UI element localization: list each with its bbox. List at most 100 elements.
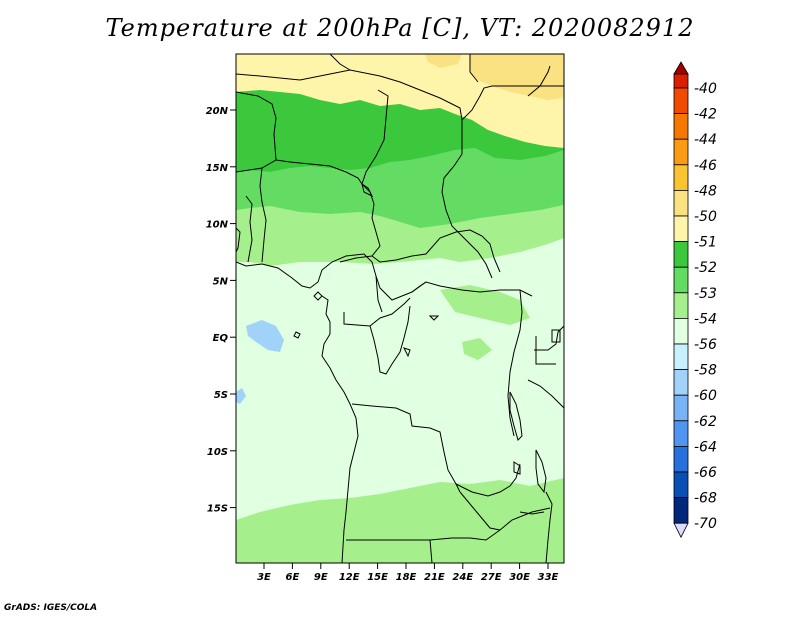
colorbar-swatch: [673, 87, 689, 115]
lat-tick-label: 10N: [206, 220, 229, 231]
lon-tick-label: 27E: [481, 572, 502, 583]
colorbar-label: -66: [694, 465, 717, 481]
band-minus48-patch: [425, 54, 462, 68]
coastline-ghana: [236, 227, 241, 253]
colorbar-swatch: [673, 241, 689, 268]
map-title: Temperature at 200hPa [C], VT: 202008291…: [105, 14, 695, 42]
lon-tick-label: 9E: [314, 572, 328, 583]
longitude-axis: 3E 6E 9E 12E 15E 18E 21E 24E 27E 30E 33E: [257, 563, 559, 583]
colorbar-label: -51: [694, 235, 717, 251]
border-egypt-sudan: [461, 85, 564, 121]
colorbar-label: -70: [694, 516, 717, 532]
band-minus56-patch2: [236, 388, 246, 404]
lon-tick-label: 18E: [396, 572, 417, 583]
lon-tick-label: 30E: [509, 572, 530, 583]
border-gabon-congo: [343, 297, 411, 327]
colorbar-swatch: [673, 73, 689, 89]
lake-mweru: [513, 461, 521, 475]
border-togo: [245, 195, 253, 263]
lon-tick-label: 21E: [424, 572, 445, 583]
colorbar-label: -68: [694, 491, 717, 507]
colorbar-label: -48: [694, 183, 717, 199]
grads-credit: GrADS: IGES/COLA: [4, 603, 98, 613]
band-minus53-patch2: [462, 338, 492, 360]
colorbar-label: -64: [694, 439, 717, 455]
lon-tick-label: 33E: [538, 572, 559, 583]
coastline-north: [236, 253, 427, 301]
colorbar-swatch: [673, 138, 689, 166]
band-minus53-patch3: [236, 232, 262, 262]
colorbar-label: -60: [694, 388, 717, 404]
colorbar-swatch: [673, 215, 689, 243]
latitude-axis: 20N 15N 10N 5N EQ 5S 10S 15S: [206, 106, 236, 515]
lat-tick-label: 15S: [207, 504, 228, 515]
lat-tick-label: 15N: [206, 163, 229, 174]
colorbar-swatch: [673, 369, 689, 396]
colorbar-swatch: [673, 164, 689, 191]
band-minus48: [470, 54, 564, 100]
river-segment-1: [428, 315, 440, 321]
colorbar-label: -54: [694, 311, 717, 327]
border-algeria-niger: [329, 54, 351, 71]
border-car-north: [371, 229, 501, 273]
border-niger-nigeria: [275, 159, 363, 185]
border-tanzania-kenya: [527, 379, 564, 409]
lon-tick-label: 15E: [367, 572, 388, 583]
colorbar-swatch: [673, 266, 689, 294]
colorbar-swatch: [673, 113, 689, 140]
colorbar-label: -52: [694, 260, 717, 276]
band-minus56-patch: [246, 320, 284, 352]
colorbar-label: -56: [694, 337, 717, 353]
lon-tick-label: 12E: [339, 572, 360, 583]
coastline-red-sea: [527, 65, 551, 97]
lon-tick-label: 6E: [286, 572, 300, 583]
border-cameroon-nigeria: [339, 255, 373, 263]
lat-tick-label: 10S: [207, 447, 228, 458]
lat-tick-label: 5S: [214, 390, 228, 401]
colorbar-swatch: [673, 497, 689, 524]
colorbar-swatch: [673, 292, 689, 319]
colorbar-swatch: [673, 445, 689, 473]
island-sao-tome: [293, 331, 301, 339]
colorbar-label: -44: [694, 132, 717, 148]
colorbar-top-arrow: [673, 61, 689, 75]
border-drc-east: [507, 289, 523, 437]
border-cameroon-car: [375, 275, 383, 313]
colorbar-label: -46: [694, 158, 717, 174]
colorbar-label: -40: [694, 81, 717, 97]
border-zambia-zim: [459, 491, 501, 531]
border-benin: [259, 167, 267, 263]
lon-tick-label: 3E: [257, 572, 271, 583]
colorbar: -40 -42 -44 -46 -48 -50 -51 -52 -53 -54 -56 -58 -60 -…: [673, 61, 717, 539]
island-bioko: [313, 291, 323, 301]
lake-chad: [361, 182, 374, 198]
map-frame: [235, 53, 565, 564]
lake-victoria: [551, 329, 561, 343]
colorbar-label: -50: [694, 209, 717, 225]
border-mali-niger: [236, 91, 277, 173]
river-segment-2: [403, 347, 411, 358]
colorbar-swatch: [673, 317, 689, 345]
border-car-drc: [411, 281, 533, 297]
coastline-west-central: [321, 295, 359, 563]
lake-malawi: [535, 449, 547, 494]
colorbar-label: -42: [694, 107, 717, 123]
border-libya-chad: [236, 69, 463, 154]
colorbar-swatch: [673, 420, 689, 447]
temperature-shading: [236, 54, 564, 563]
border-angola-namibia: [346, 539, 433, 563]
colorbar-swatch: [673, 343, 689, 371]
band-minus53-patch1: [440, 285, 530, 325]
lat-tick-label: EQ: [213, 333, 229, 344]
lake-kariba: [519, 511, 545, 515]
border-libya-egypt: [469, 54, 479, 83]
band-minus53-south: [236, 478, 564, 563]
border-sudan-chad: [441, 153, 493, 279]
colorbar-swatch: [673, 471, 689, 499]
lat-tick-label: 20N: [206, 106, 229, 117]
colorbar-bottom-arrow: [673, 522, 689, 539]
border-malawi-moz: [545, 491, 553, 563]
lat-tick-label: 5N: [213, 276, 229, 287]
lake-tanganyika: [509, 391, 523, 441]
